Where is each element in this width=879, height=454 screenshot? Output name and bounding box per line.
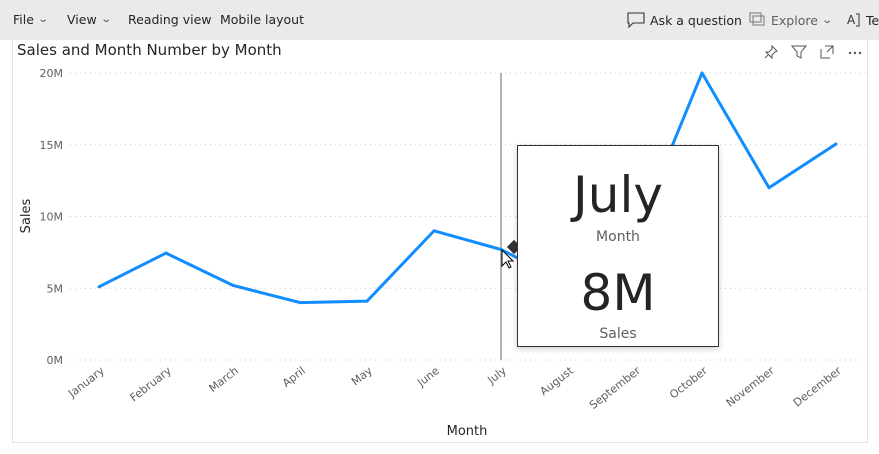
y-tick-label: 0M xyxy=(47,354,64,367)
text-box-button[interactable]: A Te xyxy=(847,12,879,28)
file-menu[interactable]: File ⌄ xyxy=(13,12,49,27)
chevron-down-icon: ⌄ xyxy=(99,14,112,25)
tooltip-sales-value: 8M xyxy=(580,264,656,322)
y-tick-label: 20M xyxy=(40,67,64,80)
visual-title: Sales and Month Number by Month xyxy=(17,41,282,59)
tooltip-month-label: Month xyxy=(596,229,640,245)
tooltip-month-value: July xyxy=(573,166,663,224)
reading-view-button[interactable]: Reading view xyxy=(128,12,212,27)
x-tick-label: April xyxy=(280,364,308,390)
reading-view-label: Reading view xyxy=(128,12,212,27)
view-menu[interactable]: View ⌄ xyxy=(67,12,112,27)
mobile-layout-button[interactable]: Mobile layout xyxy=(220,12,304,27)
tooltip-sales-label: Sales xyxy=(599,326,637,342)
data-point-may[interactable] xyxy=(365,299,369,303)
filter-icon[interactable] xyxy=(790,44,808,60)
visual-header-icons xyxy=(763,44,863,60)
x-tick-label: July xyxy=(484,364,509,387)
x-axis-title: Month xyxy=(447,424,488,439)
tooltip: July Month 8M Sales xyxy=(517,145,719,347)
x-tick-label: May xyxy=(349,364,375,389)
data-point-october[interactable] xyxy=(700,71,704,75)
focus-mode-icon[interactable] xyxy=(819,44,835,60)
svg-text:A: A xyxy=(847,13,856,27)
text-box-icon: A xyxy=(847,13,860,27)
data-point-february[interactable] xyxy=(164,251,168,255)
ask-question-button[interactable]: Ask a question xyxy=(627,12,742,28)
line-chart-visual[interactable] xyxy=(12,40,868,443)
explore-menu[interactable]: Explore ⌄ xyxy=(749,12,833,28)
x-tick-label: November xyxy=(724,364,777,410)
x-tick-label: January xyxy=(65,364,107,401)
data-point-december[interactable] xyxy=(834,142,838,146)
explore-label: Explore xyxy=(771,12,818,28)
data-point-november[interactable] xyxy=(767,186,771,190)
y-tick-label: 5M xyxy=(47,282,64,295)
ask-question-label: Ask a question xyxy=(650,12,742,28)
text-box-label: Te xyxy=(866,12,879,28)
x-tick-label: August xyxy=(538,364,577,398)
cursor-icon xyxy=(501,248,515,269)
pin-icon[interactable] xyxy=(763,44,779,60)
file-label: File xyxy=(13,12,34,27)
y-tick-label: 15M xyxy=(40,139,64,152)
data-point-june[interactable] xyxy=(432,229,436,233)
data-point-april[interactable] xyxy=(298,301,302,305)
mobile-layout-label: Mobile layout xyxy=(220,12,304,27)
y-axis-title: Sales xyxy=(19,198,34,233)
y-tick-label: 10M xyxy=(40,211,64,224)
x-tick-label: December xyxy=(791,364,844,410)
view-label: View xyxy=(67,12,97,27)
data-point-march[interactable] xyxy=(231,283,235,287)
speech-bubble-icon xyxy=(627,12,645,28)
top-toolbar: File ⌄ View ⌄ Reading view Mobile layout A… xyxy=(0,0,879,40)
chevron-down-icon: ⌄ xyxy=(37,14,49,25)
x-tick-label: June xyxy=(414,364,442,390)
explore-icon xyxy=(749,12,765,26)
more-options-icon[interactable] xyxy=(847,44,863,60)
data-point-january[interactable] xyxy=(97,285,101,289)
x-tick-label: March xyxy=(206,364,240,395)
x-tick-label: October xyxy=(667,364,710,402)
sales-series-line[interactable] xyxy=(98,71,837,305)
x-tick-label: February xyxy=(127,364,174,405)
x-tick-label: September xyxy=(587,364,643,412)
chevron-down-icon: ⌄ xyxy=(821,14,833,26)
